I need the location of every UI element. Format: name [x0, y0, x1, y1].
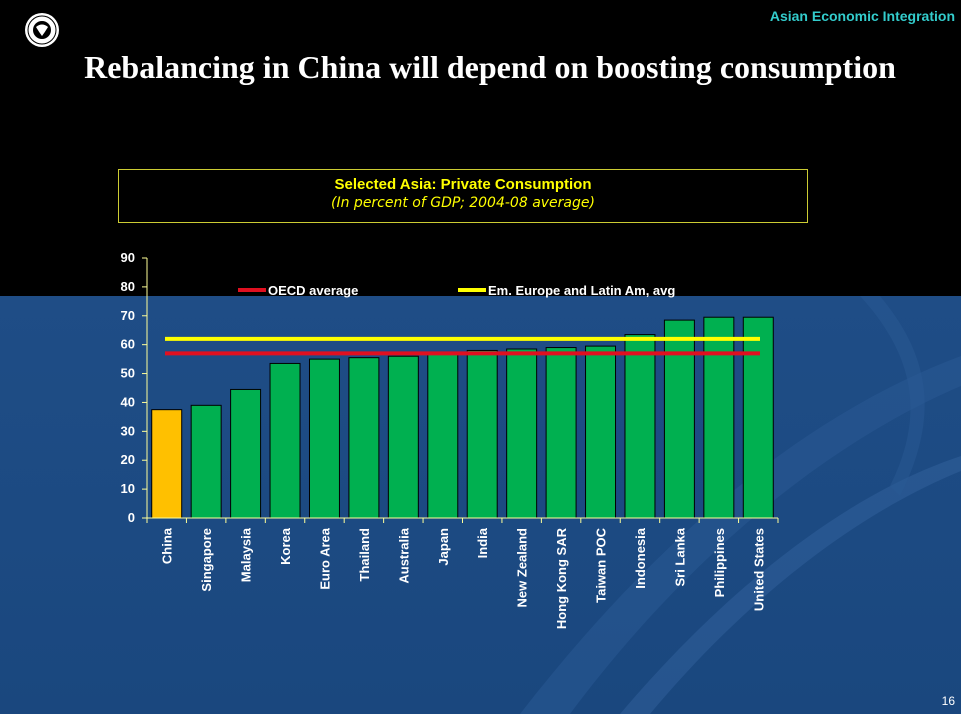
background-top	[0, 0, 961, 296]
category-label: Australia	[396, 527, 411, 583]
bar-australia	[387, 355, 419, 519]
category-label: Philippines	[712, 528, 727, 597]
y-tick-label: 70	[121, 308, 135, 323]
y-tick-label: 90	[121, 250, 135, 265]
y-tick-label: 30	[121, 423, 135, 438]
y-tick-label: 10	[121, 481, 135, 496]
bar-new-zealand	[506, 348, 538, 519]
bar-taiwan-poc	[585, 345, 617, 519]
bar-philippines	[703, 316, 735, 519]
bar-china	[151, 409, 183, 519]
bar-united-states	[742, 316, 774, 519]
legend-label: Em. Europe and Latin Am, avg	[488, 283, 675, 298]
y-tick-label: 80	[121, 279, 135, 294]
slide-title: Rebalancing in China will depend on boos…	[84, 49, 896, 85]
category-label: Thailand	[357, 528, 372, 582]
chart-title-box: Selected Asia: Private Consumption (In p…	[118, 169, 808, 223]
y-tick-label: 50	[121, 366, 135, 381]
category-label: China	[160, 527, 175, 564]
category-label: Malaysia	[239, 527, 254, 582]
category-label: Singapore	[199, 528, 214, 592]
chart-subtitle: (In percent of GDP; 2004-08 average)	[331, 195, 595, 211]
y-tick-label: 40	[121, 394, 135, 409]
category-label: Japan	[436, 528, 451, 566]
legend-label: OECD average	[268, 283, 358, 298]
category-label: Indonesia	[633, 527, 648, 588]
imf-seal-icon	[25, 13, 59, 47]
category-label: Hong Kong SAR	[554, 527, 569, 629]
background-swoosh	[520, 296, 961, 714]
bar-japan	[427, 352, 459, 519]
category-label: Taiwan POC	[594, 527, 609, 602]
bar-malaysia	[230, 388, 262, 519]
bar-euro-area	[308, 358, 340, 519]
category-label: New Zealand	[515, 528, 530, 608]
bar-thailand	[348, 357, 380, 519]
bar-hong-kong-sar	[545, 347, 577, 519]
category-label: India	[475, 527, 490, 558]
y-tick-label: 60	[121, 337, 135, 352]
category-label: Sri Lanka	[672, 527, 687, 586]
chart-title: Selected Asia: Private Consumption	[334, 176, 592, 193]
category-label: Euro Area	[317, 527, 332, 589]
page-number: 16	[941, 694, 955, 708]
bar-indonesia	[624, 334, 656, 519]
bar-singapore	[190, 404, 222, 519]
category-label: United States	[751, 528, 766, 611]
bar-sri-lanka	[663, 319, 695, 519]
bar-india	[466, 349, 498, 519]
header-label: Asian Economic Integration	[769, 8, 955, 24]
y-tick-label: 0	[128, 510, 135, 525]
bar-korea	[269, 362, 301, 519]
category-label: Korea	[278, 527, 293, 565]
y-tick-label: 20	[121, 452, 135, 467]
